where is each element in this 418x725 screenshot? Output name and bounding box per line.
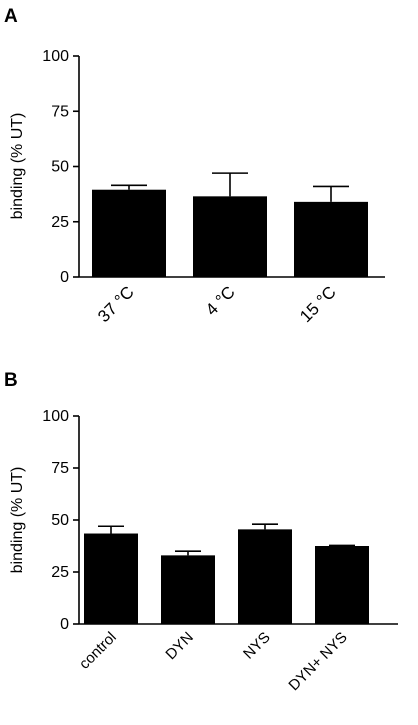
panel-a-plot-area: 0 25 50 75 100 37 °C 4 °C 15 °C xyxy=(42,48,385,326)
panel-b-y-axis-title: binding (% UT) xyxy=(9,467,26,574)
panel-b-y-tick-label: 100 xyxy=(42,408,69,425)
panel-a-letter: A xyxy=(4,6,18,27)
panel-b-category-label-4: DYN+ NYS xyxy=(285,629,350,694)
panel-a-y-axis-title: binding (% UT) xyxy=(9,113,26,220)
panel-a-bar-1 xyxy=(92,189,166,277)
panel-a-y-tick-label: 0 xyxy=(60,269,69,286)
panel-a-bar-2 xyxy=(193,196,267,277)
panel-b-bar-3 xyxy=(238,529,292,624)
panel-b-y-tick-label: 25 xyxy=(51,564,69,581)
panel-b-y-tick-label: 75 xyxy=(51,460,69,477)
panel-b: B binding (% UT) 0 25 50 75 100 control DYN NYS… xyxy=(4,370,398,694)
panel-a-category-label-3: 15 °C xyxy=(296,282,340,326)
panel-a-y-tick-label: 75 xyxy=(51,103,69,120)
panel-b-bar-2 xyxy=(161,555,215,624)
panel-b-y-tick-label: 50 xyxy=(51,512,69,529)
panel-b-bar-4 xyxy=(315,546,369,624)
panel-b-y-tick-label: 0 xyxy=(60,616,69,633)
panel-a-category-label-1: 37 °C xyxy=(94,282,138,326)
panel-b-category-label-3: NYS xyxy=(240,629,274,663)
panel-a-y-tick-label: 50 xyxy=(51,159,69,176)
panel-a-y-tick-label: 100 xyxy=(42,48,69,65)
panel-b-letter: B xyxy=(4,370,18,391)
panel-b-category-label-1: control xyxy=(76,629,120,673)
panel-b-bar-1 xyxy=(84,533,138,624)
panel-a: A binding (% UT) 0 25 50 75 100 37 °C 4 °C 15 °… xyxy=(4,6,385,326)
panel-a-y-tick-label: 25 xyxy=(51,214,69,231)
panel-b-plot-area: 0 25 50 75 100 control DYN NYS DYN+ NYS xyxy=(42,408,398,694)
panel-a-bar-3 xyxy=(294,201,368,277)
panel-b-category-label-2: DYN xyxy=(162,629,196,663)
panel-a-category-label-2: 4 °C xyxy=(202,282,239,319)
